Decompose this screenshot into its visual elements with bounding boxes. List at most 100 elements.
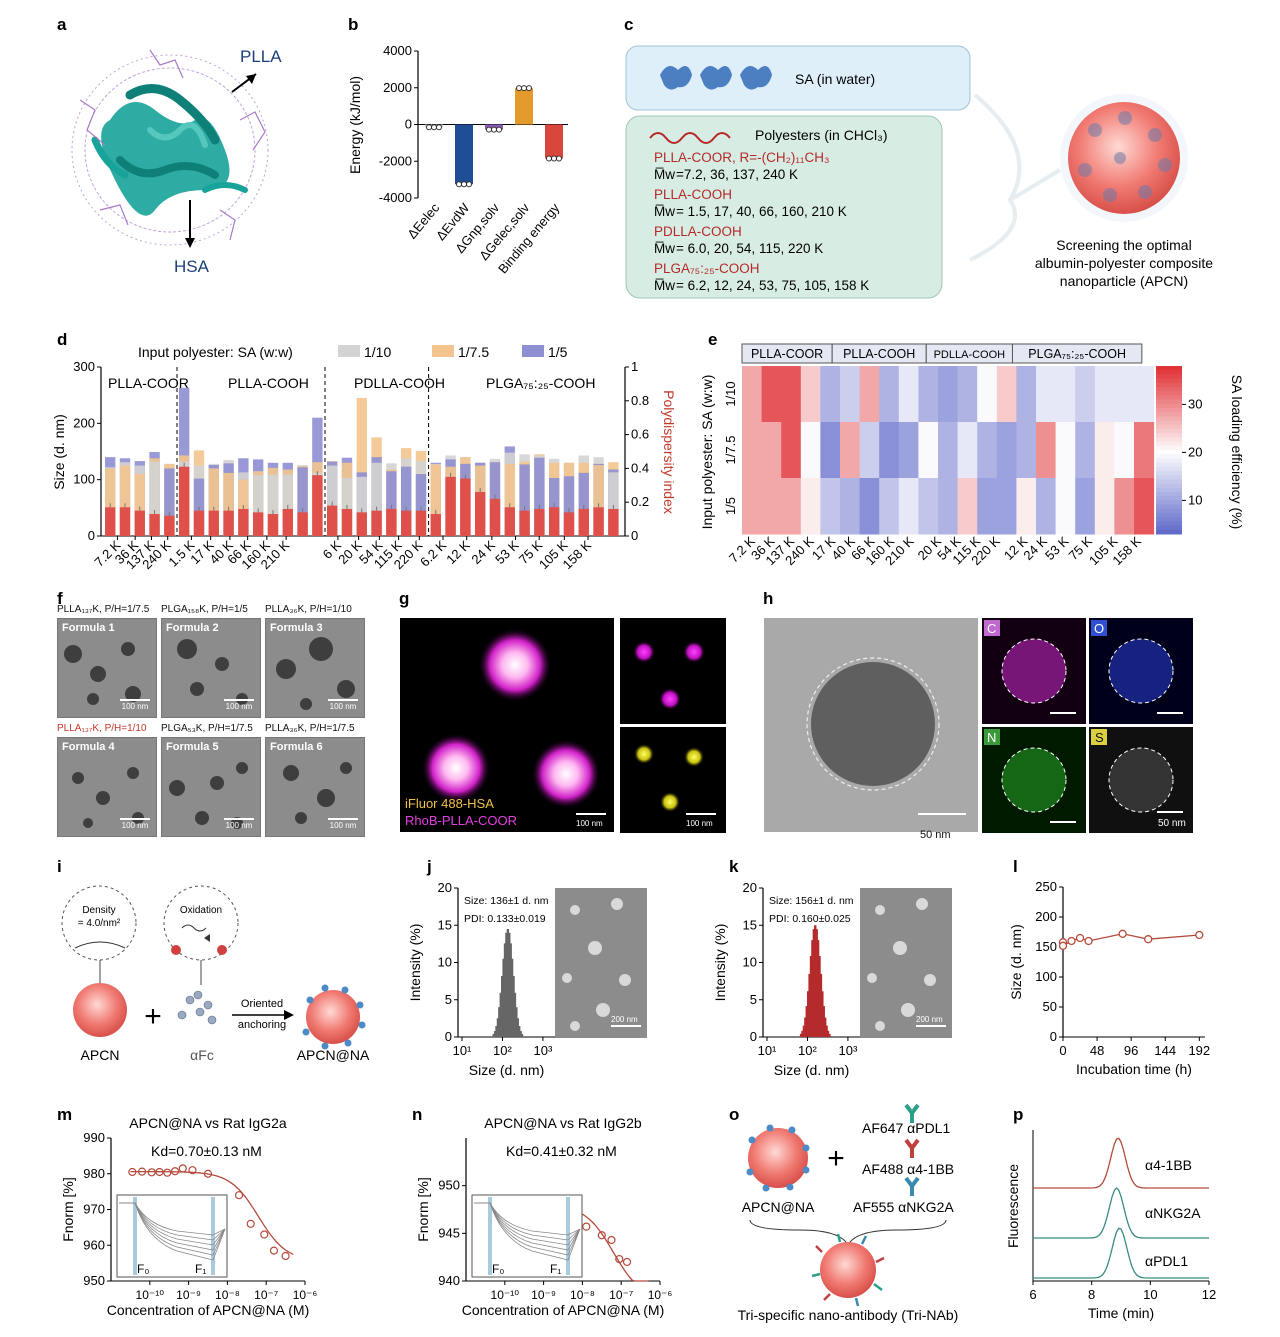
d-y2label: Polydispersity index [661,390,677,514]
chartN-point [582,1222,591,1231]
chartK-hist-bar [819,973,823,1037]
panel-i: Density = 4.0/nm² APCN + Oxidation αFc O… [61,885,370,1063]
e-cell [761,478,782,535]
panel-h: 50 nm C O N S 50 nm [764,618,1193,841]
e-colorbar-step [1156,395,1182,401]
density-value: = 4.0/nm² [78,918,121,929]
chartM-ylabel: Fnorm [%] [60,1177,76,1242]
oxidation-label: Oxidation [180,905,222,916]
e-cell [761,422,782,479]
e-cell [1114,422,1135,479]
chartK-hist-bar [828,1033,831,1037]
trinab-particle [820,1242,876,1298]
tem-scale-bar: 100 nm [328,699,358,711]
chartJ-y-tick-label: 15 [438,917,452,932]
e-cell [918,422,939,479]
e-cell [1055,366,1076,423]
chartJ-xtick-label: 10² [493,1043,512,1058]
d-size-bar [356,397,367,536]
density-label: Density [82,905,115,916]
polyester-mw: = 6.2, 12, 24, 53, 75, 105, 158 K [676,278,869,293]
tem-particle [96,791,110,805]
chartK-y-tick-label: 10 [743,955,757,970]
l-xtick-label: 144 [1154,1043,1176,1058]
e-cell [1016,478,1037,535]
tem-caption-4: PLLA₁₃₇K, P/H=1/10 [57,723,147,734]
panel-letter-h: h [763,589,773,608]
chartM-y-tick-label: 990 [83,1130,105,1145]
e-cell [840,422,861,479]
tem-particle [177,639,197,659]
e-colorbar-step [1156,412,1182,417]
d-group-label: PLGA₇₅:₂₅-COOH [486,375,595,391]
panel-o: APCN@NA + AF647 αPDL1 AF488 α4-1BB AF555… [738,1103,958,1323]
chartJ-pdi-text: PDI: 0.133±0.019 [464,913,546,925]
d-pdi-bar [415,510,427,536]
l-xtick-label: 48 [1090,1043,1104,1058]
d-pdi-bar [401,510,412,536]
d-y-tick-label: 300 [73,359,95,374]
tem-particle [72,772,84,784]
e-cell [898,478,919,535]
e-colorbar-step [1156,458,1182,464]
e-colorbar-label: SA loading efficiency (%) [1229,375,1245,530]
d-pdi-bar [608,508,619,536]
ab-nkg2a-label: AF555 αNKG2A [853,1199,954,1215]
d-size-bar [608,472,619,536]
e-colorbar-step [1156,496,1182,501]
e-colorbar-step [1156,391,1182,396]
e-cell [996,422,1017,479]
chartM-xtick-label: 10⁻⁶ [293,1288,318,1302]
tem-particle [811,662,935,786]
panel-m-chart: 950 960 970 980 990 10⁻¹⁰ 10⁻⁹ 10⁻⁸ 10⁻⁷ 10⁻⁶ APCN… [60,1115,317,1318]
chartK-sem-particle [893,941,907,955]
chartM-point [170,1167,180,1176]
d-legend-swatch [522,345,544,357]
e-colorbar-tick-label: 20 [1188,444,1202,459]
tem-particle [300,698,312,710]
d-legend-swatch [432,345,454,357]
e-cell [1055,478,1076,535]
l-point [1118,929,1127,938]
panel-e-heatmap: PLLA-COOR PLLA-COOH PDLLA-COOH PLGA₇₅:₂₅-CO… [699,343,1245,568]
b-bar-point [431,124,437,131]
antibody-icon-nkg2a [904,1176,920,1196]
chartK-hist-bar [823,1017,827,1037]
e-colorbar-step [1156,521,1182,527]
d-y2-tick-label: 0.2 [631,494,649,509]
chartK-hist-bar [816,940,820,1037]
panel-letter-p: p [1013,1105,1023,1124]
e-colorbar-step [1156,399,1182,405]
chartK-sem-particle [867,973,877,983]
chartM-point [203,1169,213,1178]
d-size-bar [297,467,308,536]
chartN-xtick-label: 10⁻⁶ [648,1288,673,1302]
e-colorbar-step [1156,508,1182,514]
p-xtick-label: 8 [1088,1287,1095,1302]
chartK-hist-bar [822,1006,825,1037]
ab-pdl1-label: AF647 αPDL1 [862,1120,950,1136]
e-cell [742,478,763,535]
e-cell [879,478,900,535]
d-group-label: PLLA-COOH [228,375,309,391]
e-colorbar-step [1156,450,1182,455]
tem-particle [169,780,185,796]
tem-tile-6: Formula 6 100 nm [265,737,365,837]
panel-letter-k: k [729,857,739,876]
e-colorbar-step [1156,517,1182,522]
e-colorbar-step [1156,492,1182,497]
anchoring-label-1: Oriented [241,998,283,1010]
d-size-bar [208,468,219,536]
chartK-hist-bar [815,929,818,1037]
chartK-hist-bar [802,1025,806,1037]
eds-label-c: C [987,621,996,636]
l-y-tick-label: 0 [1050,1029,1057,1044]
apcn-label-i: APCN [81,1047,120,1063]
b-bar-point [486,126,492,133]
chartM-point [246,1219,255,1228]
d-pdi-bar [549,507,560,536]
chartJ-y-tick-label: 0 [445,1029,452,1044]
e-colorbar-step [1156,525,1182,531]
d-group-label: PDLLA-COOH [354,375,445,391]
d-legend-title: Input polyester: SA (w:w) [138,344,293,360]
